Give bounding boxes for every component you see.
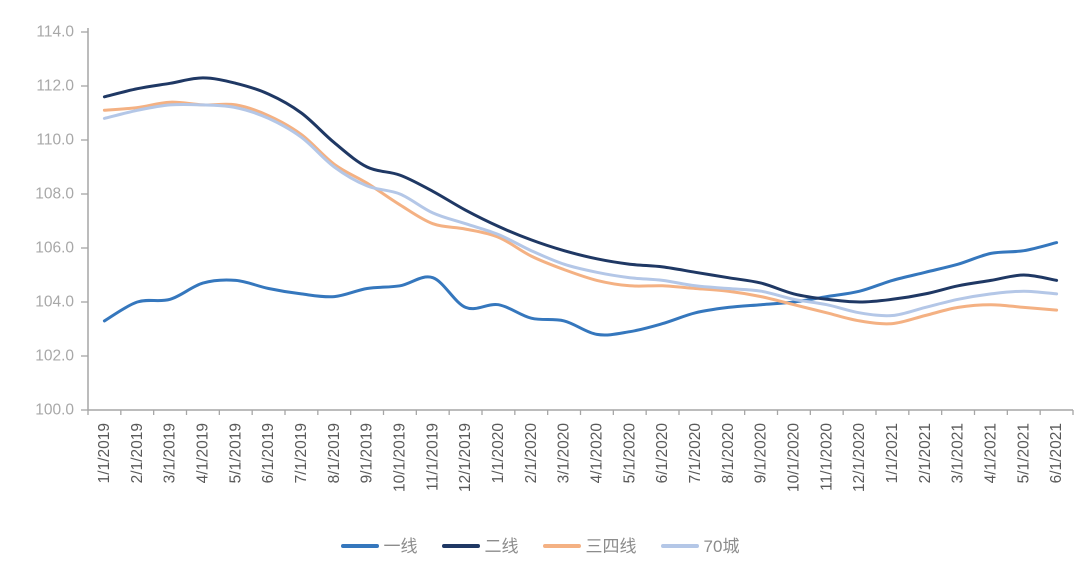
x-axis-tick-label: 8/1/2020 xyxy=(720,423,737,484)
x-axis-tick-label: 12/1/2020 xyxy=(851,423,868,492)
legend-line-swatch xyxy=(441,544,480,548)
x-axis-tick-label: 6/1/2019 xyxy=(260,423,277,483)
x-axis-tick-label: 11/1/2019 xyxy=(424,423,441,491)
series-line-3 xyxy=(102,102,1059,318)
x-axis-tick-label: 4/1/2019 xyxy=(194,423,211,483)
x-axis-tick-label: 7/1/2020 xyxy=(687,423,704,484)
legend-label: 二线 xyxy=(484,536,519,556)
legend-line-swatch xyxy=(542,544,581,548)
x-axis-tick-label: 2/1/2021 xyxy=(917,423,934,483)
legend-label: 一线 xyxy=(383,536,418,556)
x-axis-tick-label: 2/1/2020 xyxy=(523,423,540,484)
axes xyxy=(87,28,1073,411)
legend-label: 三四线 xyxy=(585,536,637,556)
legend-item-0: 一线 xyxy=(340,536,418,556)
y-axis-tick-label: 106.0 xyxy=(35,240,74,257)
x-axis-tick-label: 5/1/2021 xyxy=(1015,423,1032,483)
legend-line-swatch xyxy=(660,544,699,548)
x-axis-tick-label: 8/1/2019 xyxy=(326,423,343,483)
x-axis-tick-label: 4/1/2021 xyxy=(982,423,999,483)
legend: 一线 二线 三四线 70城 xyxy=(0,533,1080,559)
x-axis-tick-label: 6/1/2021 xyxy=(1048,423,1065,483)
series-lines xyxy=(102,76,1059,337)
x-axis: 1/1/2019 2/1/2019 3/1/2019 4/1/2019 5/1/2019… xyxy=(87,410,1074,492)
y-axis-tick-label: 108.0 xyxy=(35,186,74,203)
x-axis-tick-label: 3/1/2020 xyxy=(556,423,573,484)
x-axis-tick-label: 4/1/2020 xyxy=(588,423,605,484)
legend-line-swatch xyxy=(340,544,379,548)
x-axis-tick-label: 9/1/2019 xyxy=(359,423,376,483)
x-axis-tick-label: 9/1/2020 xyxy=(753,423,770,484)
series-line-1 xyxy=(102,76,1059,304)
y-axis: 100.0 102.0 104.0 106.0 108.0 110.0 112.0 114.0 xyxy=(35,24,88,419)
series-line-0 xyxy=(102,241,1059,337)
legend-item-2: 三四线 xyxy=(542,536,637,556)
legend-label: 70城 xyxy=(703,536,740,556)
series-line-2 xyxy=(102,100,1059,326)
y-axis-tick-label: 112.0 xyxy=(36,78,74,95)
y-axis-tick-label: 110.0 xyxy=(36,132,74,149)
y-axis-tick-label: 100.0 xyxy=(35,402,74,419)
x-axis-tick-label: 5/1/2019 xyxy=(227,423,244,483)
x-axis-tick-label: 1/1/2021 xyxy=(884,423,901,483)
x-axis-tick-label: 1/1/2019 xyxy=(96,423,113,483)
x-axis-tick-label: 5/1/2020 xyxy=(621,423,638,484)
x-axis-tick-label: 3/1/2019 xyxy=(162,423,179,483)
x-axis-tick-label: 1/1/2020 xyxy=(490,423,507,484)
legend-item-3: 70城 xyxy=(660,536,740,556)
x-axis-tick-label: 2/1/2019 xyxy=(129,423,146,483)
x-axis-tick-label: 10/1/2020 xyxy=(785,423,802,492)
x-axis-tick-label: 7/1/2019 xyxy=(293,423,310,483)
x-axis-tick-label: 6/1/2020 xyxy=(654,423,671,484)
x-axis-tick-label: 11/1/2020 xyxy=(818,423,835,491)
x-axis-tick-label: 12/1/2019 xyxy=(457,423,474,492)
legend-item-1: 二线 xyxy=(441,536,519,556)
x-axis-tick-label: 3/1/2021 xyxy=(950,423,967,483)
x-axis-tick-label: 10/1/2019 xyxy=(391,423,408,492)
y-axis-tick-label: 104.0 xyxy=(35,294,74,311)
y-axis-tick-label: 114.0 xyxy=(36,24,74,41)
y-axis-tick-label: 102.0 xyxy=(35,348,74,365)
